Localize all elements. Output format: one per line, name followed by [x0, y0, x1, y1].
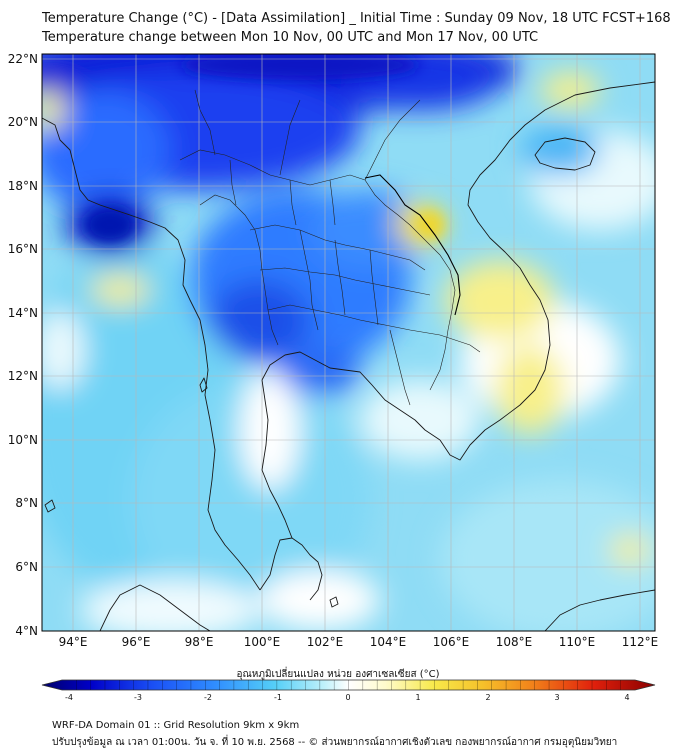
lat-label: 10°N: [8, 433, 38, 447]
colorbar-tick: 1: [415, 693, 420, 702]
lon-axis: 94°E 96°E 98°E 100°E 102°E 104°E 106°E 1…: [59, 635, 659, 649]
admin-boundaries: [179, 89, 481, 406]
graticule: [42, 54, 655, 631]
colorbar-separators: [76, 680, 621, 690]
country-borders: [364, 174, 461, 316]
colorbar: -4 -3 -2 -1 0 1 2 3 4: [41, 679, 656, 702]
colorbar-tick: 3: [554, 693, 559, 702]
lat-label: 20°N: [8, 115, 38, 129]
lon-label: 96°E: [122, 635, 151, 649]
lat-label: 12°N: [8, 369, 38, 383]
lon-label: 98°E: [185, 635, 214, 649]
lat-label: 18°N: [8, 179, 38, 193]
lat-label: 14°N: [8, 306, 38, 320]
lon-label: 100°E: [244, 635, 281, 649]
colorbar-tick: 2: [485, 693, 490, 702]
lon-label: 110°E: [559, 635, 596, 649]
chart-subtitle: Temperature change between Mon 10 Nov, 0…: [42, 30, 539, 45]
lon-label: 108°E: [496, 635, 533, 649]
lat-axis: 22°N 20°N 18°N 16°N 14°N 12°N 10°N 8°N 6…: [8, 52, 38, 638]
colorbar-tick: 0: [345, 693, 350, 702]
coastlines: [42, 81, 655, 631]
footer-model-info: WRF-DA Domain 01 :: Grid Resolution 9km …: [52, 720, 300, 731]
chart-title: Temperature Change (°C) - [Data Assimila…: [42, 11, 671, 26]
lat-label: 22°N: [8, 52, 38, 66]
lon-label: 104°E: [370, 635, 407, 649]
lat-label: 8°N: [15, 496, 38, 510]
colorbar-tick: -2: [204, 693, 212, 702]
lon-label: 112°E: [622, 635, 659, 649]
temperature-field: [42, 54, 655, 631]
lat-label: 6°N: [15, 560, 38, 574]
lat-label: 4°N: [15, 624, 38, 638]
footer-credit: ปรับปรุงข้อมูล ณ เวลา 01:00น. วัน จ. ที่…: [52, 737, 618, 748]
colorbar-tick: -3: [134, 693, 142, 702]
map-frame: [41, 53, 656, 632]
colorbar-title: อุณหภูมิเปลี่ยนแปลง หน่วย องศาเซลเซียส (…: [236, 669, 440, 680]
lon-label: 102°E: [307, 635, 344, 649]
lon-label: 94°E: [59, 635, 88, 649]
lon-label: 106°E: [433, 635, 470, 649]
temperature-change-map: 22°N 20°N 18°N 16°N 14°N 12°N 10°N 8°N 6…: [8, 52, 659, 702]
colorbar-tick: -4: [65, 693, 73, 702]
colorbar-tick: 4: [624, 693, 629, 702]
colorbar-tick: -1: [274, 693, 282, 702]
lat-label: 16°N: [8, 242, 38, 256]
